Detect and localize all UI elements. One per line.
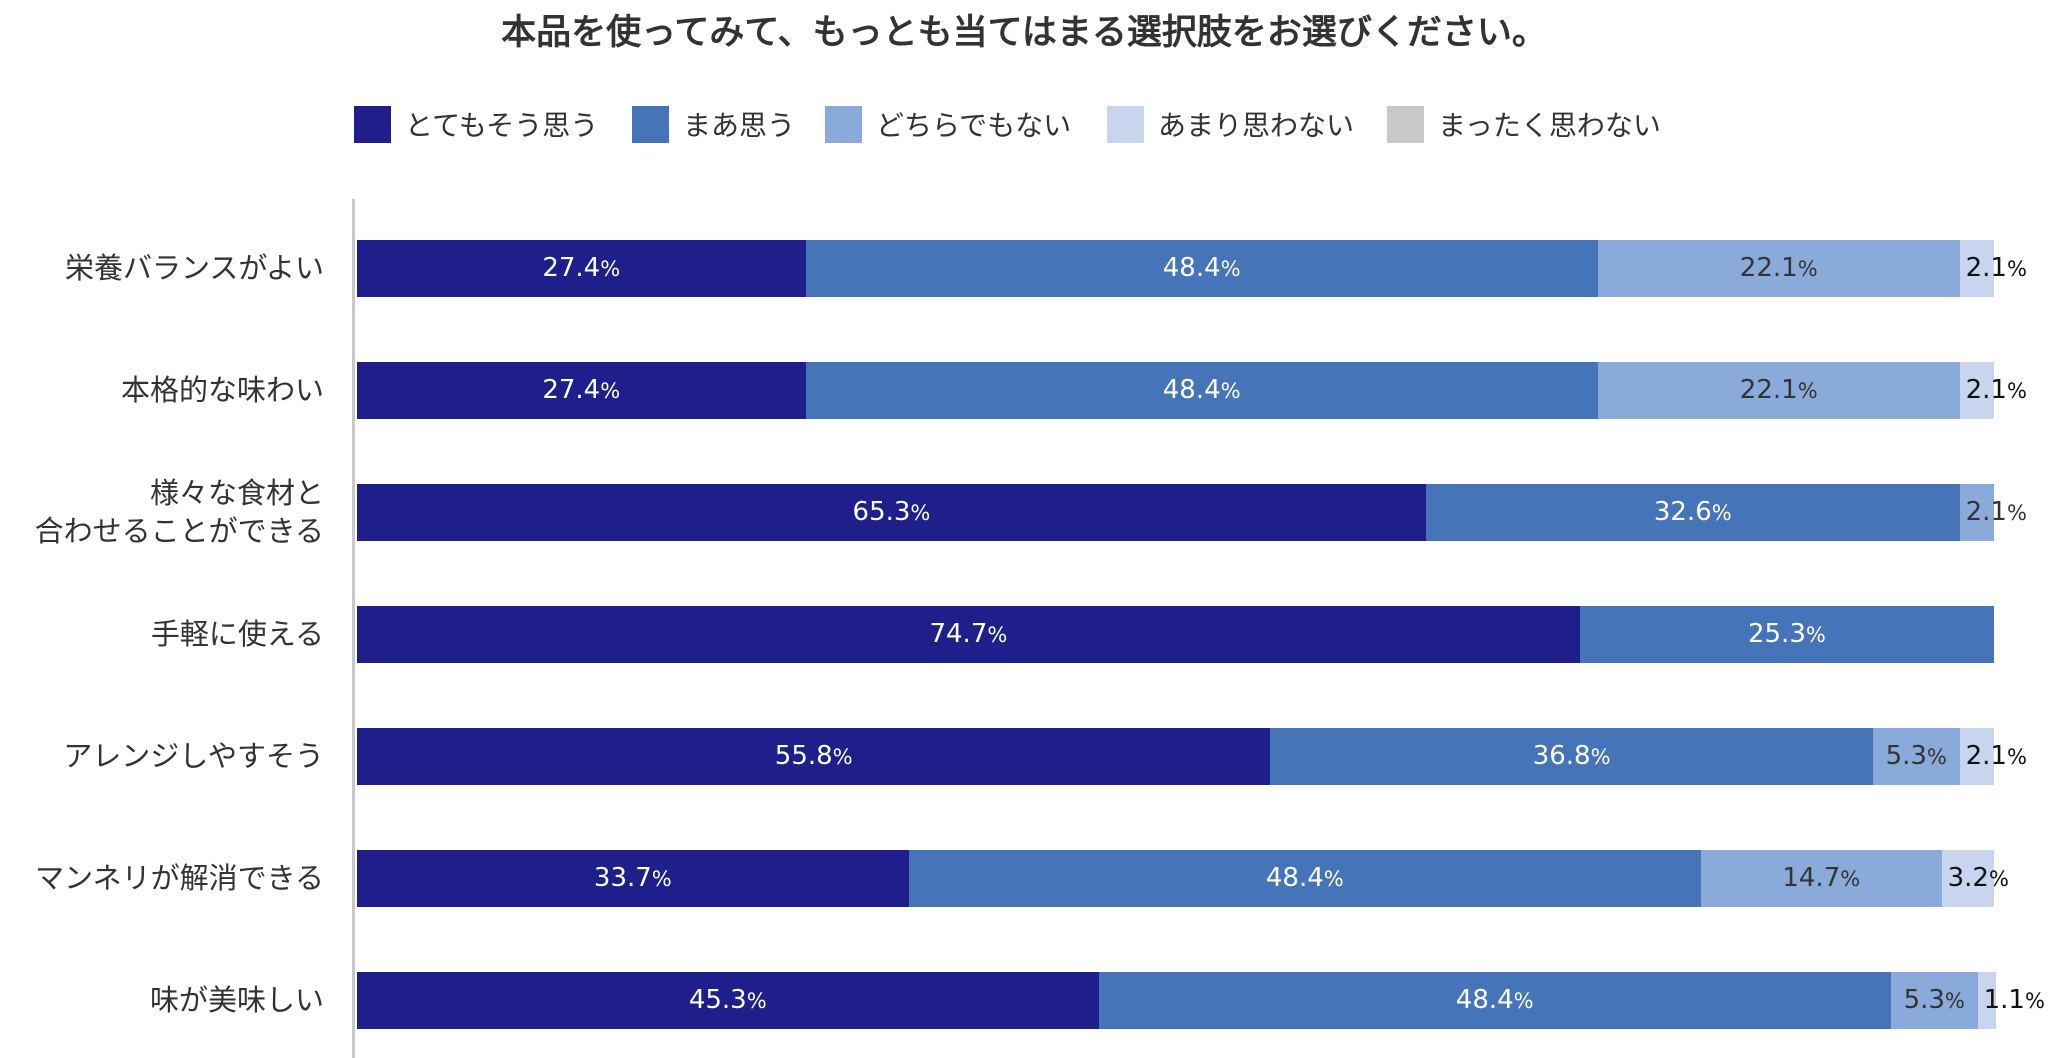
legend-item: まったく思わない bbox=[1387, 104, 1661, 144]
data-label: 2.1% bbox=[1965, 496, 2027, 527]
legend-swatch bbox=[1107, 105, 1144, 143]
category-label: マンネリが解消できる bbox=[35, 861, 324, 895]
bar-segment bbox=[1959, 727, 1994, 785]
data-label: 45.3% bbox=[688, 984, 767, 1015]
category-label: 手軽に使える bbox=[150, 617, 324, 651]
data-label: 48.4% bbox=[1162, 252, 1241, 283]
bar-segment bbox=[1977, 971, 1996, 1029]
bar-segment bbox=[1700, 849, 1942, 907]
bar-segment bbox=[357, 361, 806, 419]
category-label: 栄養バランスがよい bbox=[65, 251, 324, 285]
data-label: 25.3% bbox=[1747, 618, 1826, 649]
data-label: 32.6% bbox=[1653, 496, 1732, 527]
y-axis-line bbox=[352, 199, 355, 1058]
bar-segment bbox=[357, 727, 1271, 785]
bar-segment bbox=[1959, 361, 1994, 419]
category-label: 味が美味しい bbox=[149, 983, 324, 1017]
legend-item: まあ思う bbox=[632, 104, 795, 144]
legend-label: まったく思わない bbox=[1438, 109, 1661, 142]
bar-segment bbox=[1959, 483, 1994, 541]
data-label: 48.4% bbox=[1162, 374, 1241, 405]
bar-segment bbox=[1941, 849, 1994, 907]
chart-title: 本品を使ってみて、もっとも当てはまる選択肢をお選びください。 bbox=[501, 13, 1547, 53]
data-label: 22.1% bbox=[1739, 374, 1818, 405]
legend-item: どちらでもない bbox=[825, 104, 1071, 144]
legend-swatch bbox=[354, 105, 391, 143]
data-label: 55.8% bbox=[774, 740, 853, 771]
data-label: 36.8% bbox=[1532, 740, 1611, 771]
data-label: 2.1% bbox=[1965, 252, 2027, 283]
bar-segment bbox=[1579, 605, 1994, 663]
data-label: 5.3% bbox=[1903, 984, 1965, 1015]
bar-segment bbox=[908, 849, 1701, 907]
bar-segment bbox=[357, 849, 909, 907]
bar-segment bbox=[1098, 971, 1891, 1029]
legend-item: あまり思わない bbox=[1107, 104, 1354, 144]
data-label: 2.1% bbox=[1965, 740, 2027, 771]
bar-segment bbox=[805, 239, 1598, 297]
bar-segment bbox=[357, 483, 1426, 541]
bar-segment bbox=[1597, 361, 1960, 419]
data-label: 5.3% bbox=[1885, 740, 1947, 771]
legend-swatch bbox=[1387, 105, 1424, 143]
data-label: 2.1% bbox=[1965, 374, 2027, 405]
data-label: 14.7% bbox=[1782, 862, 1861, 893]
legend-swatch bbox=[825, 105, 862, 143]
data-label: 27.4% bbox=[542, 252, 621, 283]
legend-label: とてもそう思う bbox=[405, 109, 599, 142]
category-label: 本格的な味わい bbox=[120, 373, 324, 407]
legend-label: まあ思う bbox=[683, 109, 796, 142]
bar-segment bbox=[357, 605, 1580, 663]
bar-segment bbox=[357, 971, 1099, 1029]
category-label: アレンジしやすそう bbox=[63, 739, 324, 773]
data-label: 1.1% bbox=[1983, 984, 2045, 1015]
bar-segment bbox=[1959, 239, 1994, 297]
bar-segment bbox=[1872, 727, 1960, 785]
bar-segment bbox=[1270, 727, 1873, 785]
data-label: 3.2% bbox=[1947, 862, 2009, 893]
bar-segment bbox=[1425, 483, 1960, 541]
data-label: 27.4% bbox=[542, 374, 621, 405]
legend-swatch bbox=[632, 105, 669, 143]
bar-segment bbox=[1890, 971, 1978, 1029]
legend-item: とてもそう思う bbox=[354, 104, 598, 144]
data-label: 22.1% bbox=[1739, 252, 1818, 283]
data-label: 65.3% bbox=[852, 496, 931, 527]
data-label: 33.7% bbox=[593, 862, 672, 893]
data-label: 74.7% bbox=[929, 618, 1008, 649]
data-label: 48.4% bbox=[1265, 862, 1344, 893]
legend-label: どちらでもない bbox=[876, 109, 1072, 142]
bar-segment bbox=[805, 361, 1598, 419]
category-label: 様々な食材と 合わせることができる bbox=[34, 476, 324, 548]
legend-label: あまり思わない bbox=[1158, 109, 1355, 142]
bar-segment bbox=[357, 239, 806, 297]
bar-segment bbox=[1597, 239, 1960, 297]
data-label: 48.4% bbox=[1455, 984, 1534, 1015]
